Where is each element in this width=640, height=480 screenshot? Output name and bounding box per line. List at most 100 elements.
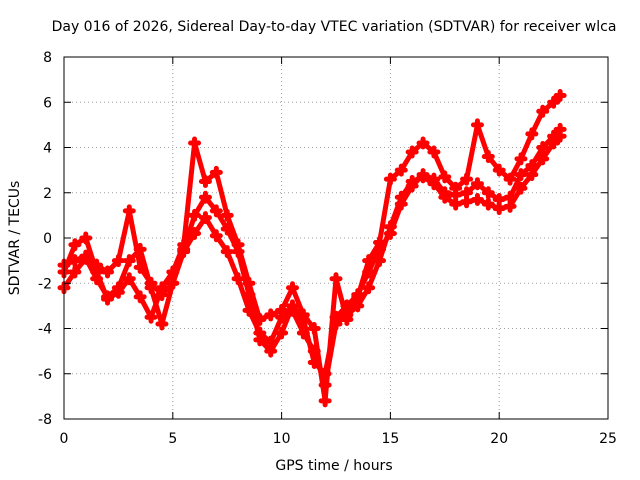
series-layer <box>57 88 567 408</box>
data-point-trace-3-16 <box>231 238 245 252</box>
data-point-trace-3-1 <box>68 238 82 252</box>
y-tick-label-8: 8 <box>43 50 52 66</box>
chart-title: Day 016 of 2026, Sidereal Day-to-day VTE… <box>52 19 617 35</box>
y-tick-label--2: -2 <box>38 276 52 292</box>
y-tick-label--4: -4 <box>38 322 52 338</box>
data-point-trace-2-16 <box>231 272 245 286</box>
data-point-trace-2-28 <box>362 281 376 295</box>
x-tick-label-10: 10 <box>273 431 291 447</box>
data-point-trace-3-40 <box>492 163 506 177</box>
data-point-trace-1-42 <box>514 168 528 182</box>
y-tick-label-0: 0 <box>43 231 52 247</box>
data-point-trace-2-41 <box>503 199 517 213</box>
data-point-trace-3-21 <box>285 281 299 295</box>
data-point-trace-1-1 <box>68 254 82 268</box>
data-point-trace-2-31 <box>394 190 408 204</box>
y-tick-label--6: -6 <box>38 367 52 383</box>
y-axis-ticks: -8 -6 -4 -2 0 2 4 6 8 <box>38 50 608 428</box>
data-point-trace-2-8 <box>144 281 158 295</box>
grid-lines <box>64 57 608 419</box>
data-point-trace-2-34 <box>427 177 441 191</box>
data-point-trace-2-18 <box>253 326 267 340</box>
x-axis-ticks: 0 5 10 15 20 25 <box>60 57 617 447</box>
data-point-trace-3-9 <box>155 281 169 295</box>
data-point-trace-3-44 <box>536 104 550 118</box>
data-point-trace-3-29 <box>373 236 387 250</box>
y-tick-label--8: -8 <box>38 412 52 428</box>
data-point-trace-2-14 <box>209 229 223 243</box>
y-tick-label-2: 2 <box>43 186 52 202</box>
data-point-trace-3-38 <box>470 118 484 132</box>
data-point-trace-3-23 <box>307 322 321 335</box>
data-point-trace-2-21 <box>285 303 299 317</box>
data-point-trace-3-30 <box>383 172 397 186</box>
data-point-trace-2-36 <box>449 197 463 211</box>
data-point-trace-1-39 <box>481 186 495 200</box>
data-point-trace-3-33 <box>416 136 430 150</box>
data-point-trace-2-29 <box>373 254 387 268</box>
data-point-trace-2-15 <box>220 245 234 259</box>
data-point-trace-2-42 <box>514 181 528 195</box>
data-point-trace-3-12 <box>188 136 202 150</box>
data-point-trace-3-35 <box>438 170 452 184</box>
data-point-trace-2-9 <box>155 317 169 331</box>
x-axis-label: GPS time / hours <box>275 458 392 474</box>
data-point-trace-2-1 <box>68 265 82 279</box>
y-tick-label-6: 6 <box>43 95 52 111</box>
data-point-trace-3-14 <box>209 165 223 179</box>
data-point-trace-2-6 <box>122 254 136 268</box>
data-point-trace-3-10 <box>166 265 180 279</box>
data-point-trace-2-30 <box>383 220 397 234</box>
data-point-trace-3-45 <box>547 95 561 109</box>
data-point-trace-3-39 <box>481 150 495 164</box>
data-point-trace-3-3 <box>90 265 104 279</box>
data-point-trace-2-43 <box>525 168 539 182</box>
data-point-trace-2-12 <box>188 226 202 240</box>
series-trace-2 <box>57 129 567 392</box>
data-point-trace-1-44 <box>536 141 550 154</box>
x-tick-label-5: 5 <box>168 431 177 447</box>
data-point-trace-3-36 <box>449 181 463 195</box>
data-point-trace-2-32 <box>405 174 419 188</box>
data-point-trace-3-28 <box>362 254 376 268</box>
data-point-trace-2-38 <box>470 193 484 207</box>
y-axis-label: SDTVAR / TECUs <box>7 181 23 296</box>
data-point-trace-3-37 <box>460 172 474 186</box>
data-point-trace-2-7 <box>133 242 147 256</box>
data-point-trace-3-27 <box>351 290 365 304</box>
data-point-trace-2-17 <box>242 303 256 317</box>
data-point-trace-3-7 <box>133 290 147 304</box>
data-point-trace-1-4 <box>101 265 115 279</box>
data-point-trace-2-19 <box>264 335 278 349</box>
data-point-trace-2-46 <box>553 129 567 143</box>
data-point-trace-3-4 <box>101 292 115 306</box>
data-point-trace-1-12 <box>188 208 202 222</box>
data-point-trace-3-41 <box>503 172 517 186</box>
data-point-trace-3-26 <box>340 312 354 326</box>
x-tick-label-15: 15 <box>381 431 399 447</box>
data-point-trace-3-2 <box>79 231 93 245</box>
data-point-trace-3-32 <box>405 145 419 159</box>
data-point-trace-2-44 <box>536 152 550 166</box>
x-tick-label-25: 25 <box>599 431 617 447</box>
data-point-trace-3-25 <box>329 272 343 286</box>
data-point-trace-3-43 <box>525 127 539 141</box>
data-point-trace-3-31 <box>394 163 408 177</box>
data-point-trace-2-2 <box>79 251 93 265</box>
data-point-trace-3-15 <box>220 208 234 222</box>
data-point-trace-1-14 <box>209 204 223 218</box>
data-point-trace-1-6 <box>122 204 136 218</box>
x-tick-label-0: 0 <box>60 431 69 447</box>
data-point-trace-3-20 <box>275 303 289 317</box>
data-point-trace-1-38 <box>470 177 484 191</box>
y-tick-label-4: 4 <box>43 141 52 157</box>
data-point-trace-1-5 <box>111 254 125 268</box>
data-point-trace-3-8 <box>144 310 158 324</box>
data-point-trace-2-37 <box>460 195 474 209</box>
data-point-trace-3-34 <box>427 145 441 159</box>
data-point-trace-3-42 <box>514 152 528 166</box>
data-point-trace-2-10 <box>166 276 180 290</box>
data-point-trace-3-46 <box>553 88 567 102</box>
data-point-trace-3-18 <box>253 312 267 326</box>
